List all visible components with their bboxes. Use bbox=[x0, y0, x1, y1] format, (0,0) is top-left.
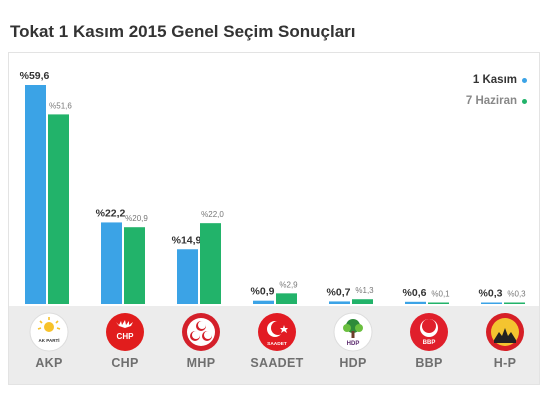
bbp-logo: BBP bbox=[409, 312, 449, 352]
legend-label-haziran: 7 Haziran bbox=[465, 95, 517, 107]
svg-text:AK PARTİ: AK PARTİ bbox=[39, 337, 60, 343]
legend-dot-haziran bbox=[522, 99, 527, 104]
legend-item-haziran: 7 Haziran bbox=[466, 91, 527, 112]
data-label-bbp-kasim: %0,6 bbox=[403, 287, 427, 299]
data-label-akp-haziran: %51,6 bbox=[49, 101, 72, 110]
legend-dot-kasim bbox=[522, 78, 527, 83]
bar-saadet-haziran bbox=[276, 293, 297, 304]
page-title: Tokat 1 Kasım 2015 Genel Seçim Sonuçları bbox=[10, 22, 356, 41]
party-label-mhp: MHP bbox=[186, 356, 216, 370]
bar-h-p-kasim bbox=[481, 302, 502, 304]
data-label-h-p-kasim: %0,3 bbox=[479, 288, 503, 300]
party-label-akp: AKP bbox=[35, 356, 63, 370]
bar-saadet-kasim bbox=[253, 300, 274, 304]
bar-bbp-haziran bbox=[428, 302, 449, 304]
data-label-h-p-haziran: %0,3 bbox=[507, 290, 526, 299]
svg-text:HDP: HDP bbox=[347, 341, 360, 347]
data-label-akp-kasim: %59,6 bbox=[20, 70, 50, 82]
saadet-logo: SAADET bbox=[257, 312, 297, 352]
mhp-logo bbox=[181, 312, 221, 352]
hdp-logo: HDP bbox=[333, 312, 373, 352]
party-label-saadet: SAADET bbox=[250, 356, 304, 370]
data-label-hdp-haziran: %1,3 bbox=[355, 286, 374, 295]
data-label-saadet-haziran: %2,9 bbox=[279, 280, 298, 289]
data-label-chp-kasim: %22,2 bbox=[96, 207, 126, 219]
svg-text:CHP: CHP bbox=[117, 332, 135, 341]
bar-akp-haziran bbox=[48, 114, 69, 305]
bar-mhp-haziran bbox=[200, 223, 221, 304]
ak-parti-logo: AK PARTİ bbox=[29, 312, 69, 352]
data-label-saadet-kasim: %0,9 bbox=[251, 286, 275, 298]
data-label-mhp-kasim: %14,9 bbox=[172, 234, 202, 246]
party-label-h-p: H-P bbox=[493, 356, 517, 370]
bar-mhp-kasim bbox=[177, 249, 198, 304]
bar-chp-kasim bbox=[101, 222, 122, 304]
legend-item-kasim: 1 Kasım bbox=[466, 70, 527, 91]
data-label-bbp-haziran: %0,1 bbox=[431, 290, 450, 299]
svg-text:BBP: BBP bbox=[423, 340, 436, 346]
bar-hdp-kasim bbox=[329, 301, 350, 304]
bar-chp-haziran bbox=[124, 227, 145, 304]
bar-akp-kasim bbox=[25, 85, 46, 304]
bar-hdp-haziran bbox=[352, 299, 373, 304]
chart-panel: %59,6 %51,6 %22,2 %20,9 %14,9 %22,0 %0,9 %2,9 %0… bbox=[8, 52, 540, 385]
party-label-bbp: BBP bbox=[415, 356, 443, 370]
bar-chart: %59,6 %51,6 %22,2 %20,9 %14,9 %22,0 %0,9 %2,9 %0… bbox=[20, 70, 526, 305]
legend: 1 Kasım 7 Haziran bbox=[466, 70, 527, 112]
data-label-hdp-kasim: %0,7 bbox=[327, 286, 351, 298]
chp-logo: CHP bbox=[105, 312, 145, 352]
data-label-mhp-haziran: %22,0 bbox=[201, 210, 224, 219]
bar-bbp-kasim bbox=[405, 301, 426, 304]
hak-ve-ozgurlukler-logo bbox=[485, 312, 525, 352]
party-label-chp: CHP bbox=[111, 356, 139, 370]
legend-label-kasim: 1 Kasım bbox=[472, 74, 517, 86]
party-label-hdp: HDP bbox=[339, 356, 367, 370]
svg-text:SAADET: SAADET bbox=[267, 341, 287, 347]
bar-h-p-haziran bbox=[504, 302, 525, 304]
data-label-chp-haziran: %20,9 bbox=[125, 214, 148, 223]
